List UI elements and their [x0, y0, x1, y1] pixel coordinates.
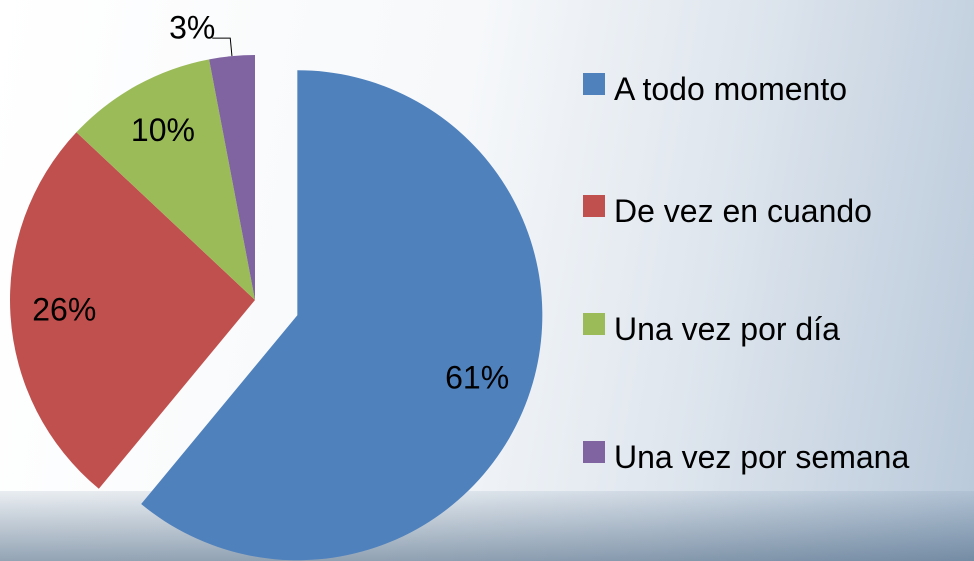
legend-item: Una vez por semana — [583, 430, 944, 484]
data-label: 61% — [445, 359, 509, 395]
legend-swatch — [583, 73, 605, 95]
legend-label: De vez en cuando — [614, 184, 944, 238]
page: 61% 26% 10% 3% A todo momento De vez en cuan… — [0, 0, 974, 561]
legend-item: A todo momento — [583, 62, 944, 116]
legend-swatch — [583, 313, 605, 335]
data-label: 26% — [32, 291, 96, 327]
data-label: 3% — [169, 10, 215, 46]
legend-swatch — [583, 441, 605, 463]
legend-label: Una vez por día — [614, 302, 944, 356]
data-label: 10% — [131, 112, 195, 148]
legend-item: Una vez por día — [583, 302, 944, 356]
legend: A todo momento De vez en cuando Una vez po… — [583, 0, 974, 561]
legend-label: A todo momento — [614, 62, 944, 116]
legend-swatch — [583, 195, 605, 217]
legend-item: De vez en cuando — [583, 184, 944, 238]
legend-label: Una vez por semana — [614, 430, 944, 484]
